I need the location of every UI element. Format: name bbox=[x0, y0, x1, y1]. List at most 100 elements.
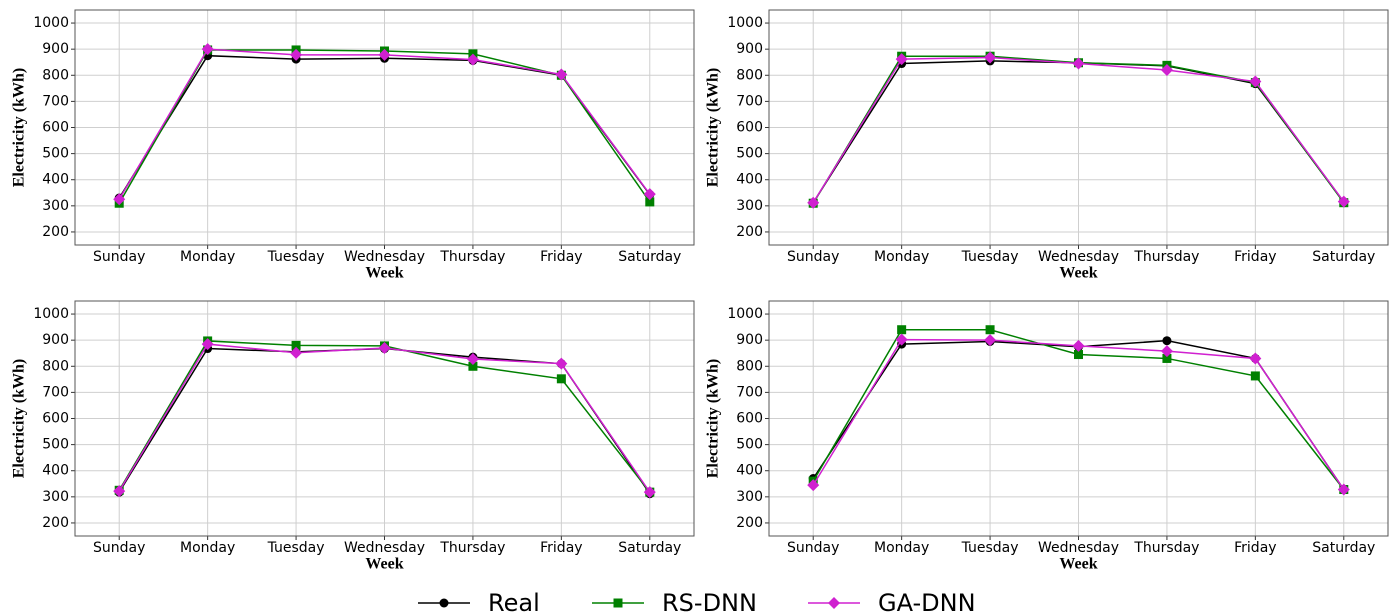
x-tick-label: Saturday bbox=[1312, 249, 1375, 265]
plot-frame bbox=[74, 300, 695, 537]
x-tick-label: Thursday bbox=[439, 249, 505, 265]
x-tick-label: Monday bbox=[874, 249, 929, 265]
x-axis-label: Week bbox=[365, 265, 403, 282]
data-point bbox=[807, 196, 820, 209]
y-tick-label: 500 bbox=[736, 146, 763, 162]
data-point bbox=[378, 342, 391, 354]
data-point bbox=[1160, 64, 1173, 77]
x-tick-label: Tuesday bbox=[267, 249, 325, 265]
x-tick-label: Sunday bbox=[787, 249, 839, 265]
x-tick-label: Saturday bbox=[618, 249, 681, 265]
y-axis-label: Electricity (kWh) bbox=[11, 68, 28, 188]
data-point bbox=[1249, 352, 1262, 365]
x-tick-label: Sunday bbox=[787, 540, 839, 556]
data-point bbox=[985, 325, 995, 335]
y-tick-label: 400 bbox=[736, 172, 763, 188]
data-point bbox=[290, 346, 303, 359]
plot-frame bbox=[768, 9, 1389, 246]
y-axis-label: Electricity (kWh) bbox=[705, 359, 722, 479]
data-point bbox=[895, 53, 908, 66]
data-point bbox=[643, 486, 656, 499]
y-tick-label: 800 bbox=[42, 67, 69, 83]
data-point bbox=[1162, 353, 1172, 363]
y-tick-label: 1000 bbox=[33, 15, 69, 31]
data-point bbox=[466, 352, 479, 365]
y-tick-label: 900 bbox=[736, 332, 763, 348]
y-axis-label: Electricity (kWh) bbox=[11, 359, 28, 479]
data-point bbox=[984, 334, 997, 347]
legend-marker bbox=[613, 598, 623, 608]
x-tick-label: Wednesday bbox=[344, 540, 425, 556]
y-tick-label: 900 bbox=[736, 41, 763, 57]
data-point bbox=[984, 51, 997, 64]
y-tick-label: 900 bbox=[42, 41, 69, 57]
data-point bbox=[645, 197, 655, 207]
y-tick-label: 300 bbox=[736, 489, 763, 505]
data-point bbox=[291, 340, 301, 350]
x-tick-label: Wednesday bbox=[1038, 249, 1119, 265]
x-tick-label: Thursday bbox=[1133, 540, 1199, 556]
y-tick-label: 700 bbox=[42, 93, 69, 109]
data-point bbox=[643, 188, 656, 201]
y-tick-label: 300 bbox=[736, 198, 763, 214]
y-tick-label: 1000 bbox=[33, 306, 69, 322]
x-tick-label: Sunday bbox=[93, 540, 145, 556]
y-tick-label: 200 bbox=[42, 224, 69, 240]
y-tick-label: 700 bbox=[42, 384, 69, 400]
y-tick-label: 1000 bbox=[727, 15, 763, 31]
data-point bbox=[555, 68, 568, 81]
y-axis-label: Electricity (kWh) bbox=[705, 68, 722, 188]
y-tick-label: 200 bbox=[736, 224, 763, 240]
x-tick-label: Friday bbox=[540, 540, 582, 556]
data-point bbox=[897, 325, 907, 335]
x-tick-label: Friday bbox=[540, 249, 582, 265]
y-tick-label: 600 bbox=[736, 411, 763, 427]
y-tick-label: 800 bbox=[736, 358, 763, 374]
y-tick-label: 500 bbox=[42, 146, 69, 162]
y-tick-label: 200 bbox=[736, 515, 763, 531]
legend-label: Real bbox=[488, 589, 540, 615]
y-tick-label: 500 bbox=[736, 437, 763, 453]
x-tick-label: Saturday bbox=[618, 540, 681, 556]
x-axis-label: Week bbox=[1059, 265, 1097, 282]
data-point bbox=[201, 338, 214, 351]
y-tick-label: 600 bbox=[42, 120, 69, 136]
x-tick-label: Tuesday bbox=[961, 249, 1019, 265]
x-axis-label: Week bbox=[1059, 556, 1097, 573]
data-point bbox=[555, 357, 568, 370]
y-tick-label: 800 bbox=[736, 67, 763, 83]
legend-label: RS-DNN bbox=[662, 589, 757, 615]
x-tick-label: Thursday bbox=[439, 540, 505, 556]
data-point bbox=[201, 43, 214, 56]
data-point bbox=[468, 361, 478, 371]
data-point bbox=[1072, 57, 1085, 70]
legend-marker bbox=[828, 597, 840, 609]
x-tick-label: Wednesday bbox=[1038, 540, 1119, 556]
data-point bbox=[1249, 75, 1262, 88]
data-point bbox=[290, 48, 303, 61]
y-tick-label: 300 bbox=[42, 198, 69, 214]
plot-frame bbox=[768, 300, 1389, 537]
data-point bbox=[807, 479, 820, 492]
x-tick-label: Friday bbox=[1234, 540, 1276, 556]
y-tick-label: 600 bbox=[42, 411, 69, 427]
x-tick-label: Friday bbox=[1234, 249, 1276, 265]
x-tick-label: Wednesday bbox=[344, 249, 425, 265]
y-tick-label: 600 bbox=[736, 120, 763, 136]
y-tick-label: 400 bbox=[42, 463, 69, 479]
y-tick-label: 900 bbox=[42, 332, 69, 348]
data-point bbox=[1072, 339, 1085, 352]
y-tick-label: 700 bbox=[736, 93, 763, 109]
x-tick-label: Monday bbox=[874, 540, 929, 556]
data-point bbox=[378, 48, 391, 61]
y-tick-label: 400 bbox=[42, 172, 69, 188]
data-point bbox=[466, 53, 479, 66]
y-tick-label: 300 bbox=[42, 489, 69, 505]
x-tick-label: Tuesday bbox=[267, 540, 325, 556]
x-tick-label: Monday bbox=[180, 540, 235, 556]
y-tick-label: 400 bbox=[736, 463, 763, 479]
data-point bbox=[556, 374, 566, 384]
y-tick-label: 700 bbox=[736, 384, 763, 400]
plot-frame bbox=[74, 9, 695, 246]
